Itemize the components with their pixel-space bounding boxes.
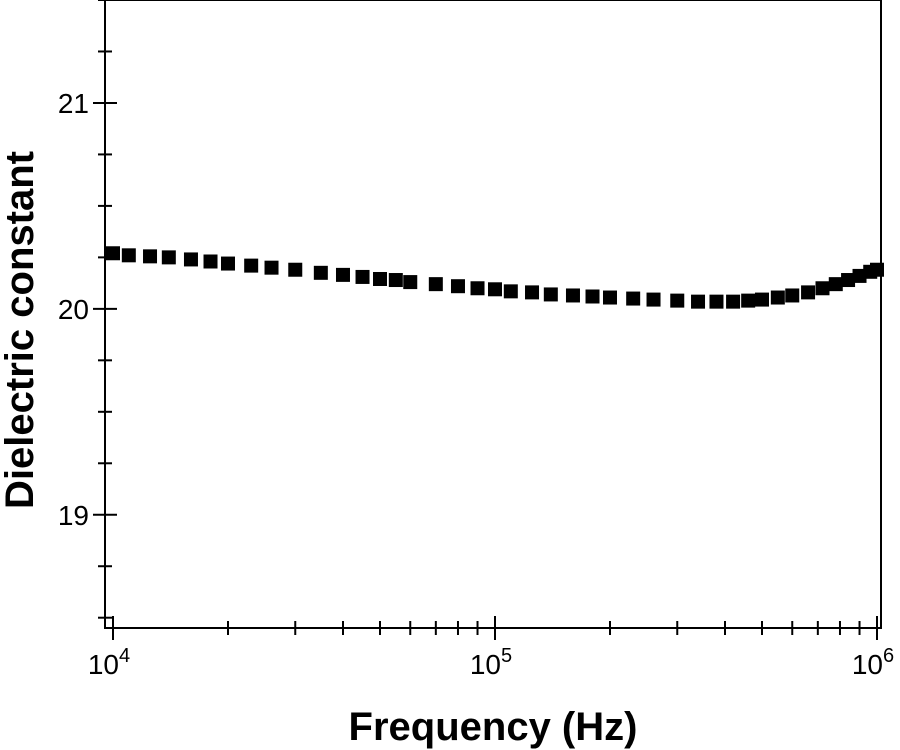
data-point bbox=[403, 275, 418, 290]
data-point bbox=[470, 281, 485, 296]
data-point bbox=[646, 292, 661, 307]
data-point bbox=[264, 260, 279, 275]
data-point bbox=[691, 294, 706, 309]
data-point bbox=[244, 258, 259, 273]
x-tick-label: 105 bbox=[470, 645, 512, 680]
data-point bbox=[815, 281, 830, 296]
data-point bbox=[801, 285, 816, 300]
data-point bbox=[741, 293, 756, 308]
data-point bbox=[488, 282, 502, 297]
x-axis-title: Frequency (Hz) bbox=[349, 705, 638, 749]
y-axis: 19 20 21 bbox=[58, 0, 117, 619]
x-tick-label: 104 bbox=[88, 645, 130, 680]
data-point bbox=[428, 277, 443, 292]
x-axis: 104 105 106 bbox=[88, 616, 894, 680]
data-point bbox=[525, 285, 540, 300]
data-point bbox=[670, 293, 685, 308]
data-point bbox=[106, 246, 120, 261]
data-point bbox=[828, 277, 843, 292]
data-point bbox=[388, 273, 403, 288]
data-point bbox=[373, 271, 388, 286]
data-point bbox=[870, 262, 884, 277]
data-point bbox=[355, 269, 370, 284]
y-axis-title: Dielectric constant bbox=[0, 151, 42, 509]
plot-frame bbox=[104, 0, 882, 629]
data-point bbox=[313, 265, 328, 280]
data-point bbox=[503, 284, 518, 299]
data-point bbox=[841, 273, 856, 288]
x-tick-label: 106 bbox=[852, 645, 894, 680]
data-point bbox=[602, 290, 617, 305]
data-point bbox=[709, 294, 724, 309]
data-point bbox=[852, 268, 867, 283]
data-point bbox=[626, 291, 641, 306]
data-point bbox=[565, 288, 580, 303]
data-point bbox=[183, 252, 198, 267]
data-point bbox=[785, 288, 800, 303]
data-point bbox=[161, 250, 176, 265]
y-tick-label: 21 bbox=[58, 88, 89, 119]
data-point bbox=[121, 248, 136, 263]
data-point bbox=[726, 294, 741, 309]
data-point bbox=[335, 267, 350, 282]
data-point bbox=[143, 249, 158, 264]
data-point bbox=[585, 289, 600, 304]
y-tick-label: 19 bbox=[58, 500, 89, 531]
data-series bbox=[106, 246, 884, 309]
data-point bbox=[755, 292, 770, 307]
data-point bbox=[288, 262, 303, 277]
data-point bbox=[450, 279, 465, 294]
data-point bbox=[220, 256, 235, 271]
data-point bbox=[770, 290, 785, 305]
data-point bbox=[543, 287, 558, 302]
data-point bbox=[203, 254, 218, 269]
y-tick-label: 20 bbox=[58, 294, 89, 325]
